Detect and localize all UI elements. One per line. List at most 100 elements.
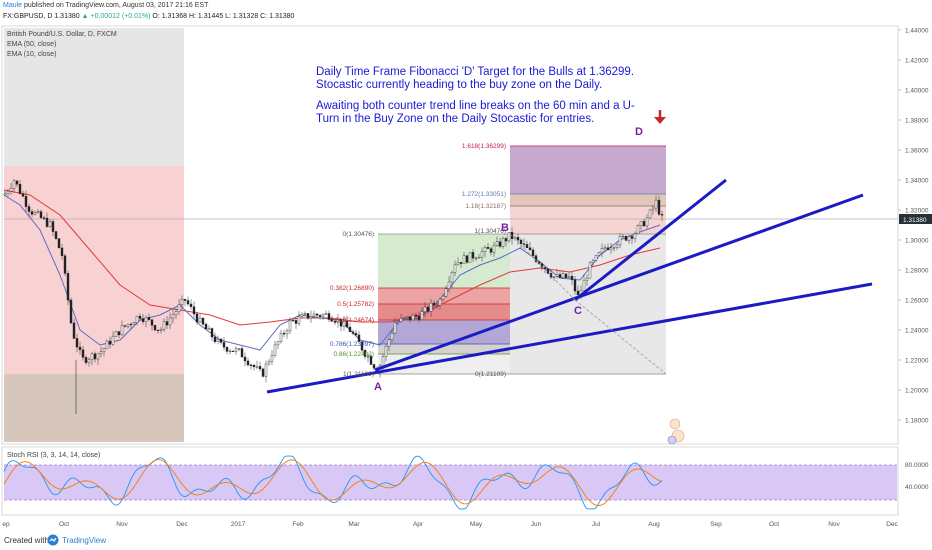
candle-body [351,331,355,334]
footer: Created with TradingView [0,532,932,550]
candle-body [633,233,637,239]
tradingview-brand[interactable]: TradingView [62,536,107,545]
candle-body [108,340,112,345]
candle-body [555,274,559,277]
candle-body [348,326,352,332]
stoch-tick-label: 80.0000 [905,462,929,469]
candle-body [588,262,592,279]
y-tick-label: 1.18000 [905,418,929,425]
fib-left-0: 0(1.30476) [343,231,374,238]
x-tick-label: Nov [828,521,840,528]
candle-body [48,221,52,227]
candle-body [69,299,73,324]
candle-body [489,248,493,253]
candle-body [399,317,403,322]
candle-body [189,303,193,307]
candle-body [492,245,496,253]
candle-body [336,319,340,323]
author-link[interactable]: Maule [3,2,23,9]
candle-body [495,241,499,246]
trendline-lower [266,282,873,394]
annotation-line-2: Stocastic currently heading to the buy z… [316,79,603,91]
candle-body [606,247,610,250]
y-tick-label: 1.34000 [905,178,929,185]
fib-right-1: 1(1.30476) [475,228,506,235]
fib-left-786: 0.786(1.23097) [330,341,374,348]
candle-body [63,255,67,274]
x-tick-label: 2017 [231,521,246,528]
instrument-label: British Pound/U.S. Dollar, D, FXCM [7,31,117,38]
stoch-pane-frame [1,446,899,516]
candle-body [174,311,178,315]
candle-body [138,315,142,319]
candle-body [87,359,91,363]
candle-body [258,366,262,370]
annotation-line-1: Daily Time Frame Fibonacci 'D' Target fo… [316,66,635,78]
candle-body [264,363,268,377]
ext-zone-tan [510,194,666,206]
y-axis: 1.44000 1.42000 1.40000 1.38000 1.36000 1.340… [898,28,929,425]
candle-body [564,273,568,278]
candle-body [276,341,280,346]
candle-body [21,193,25,197]
fib-zone-red-2 [378,304,510,320]
candle-body [300,314,304,318]
candle-body [213,336,217,342]
candle-body [363,350,367,357]
candle-body [117,331,121,336]
candle-body [393,322,397,334]
y-tick-label: 1.30000 [905,238,929,245]
earnings-icon[interactable] [667,418,685,445]
candle-body [372,364,376,369]
candle-body [15,180,19,185]
candle-body [291,320,295,322]
candle-body [576,290,580,295]
price-tag: 1.31380 [903,217,927,224]
annotation-line-4: Turn in the Buy Zone on the Daily Stocas… [316,113,595,125]
candle-body [27,206,31,212]
ema50-label[interactable]: EMA (50, close) [7,41,57,48]
fib-left-86: 0.86(1.22402) [334,351,374,358]
candle-body [618,236,622,246]
candle-body [111,336,115,345]
x-tick-label: Oct [59,521,69,528]
candle-body [381,356,385,366]
left-brown-zone [4,374,184,442]
ema10-label[interactable]: EMA (10, close) [7,51,57,58]
y-tick-label: 1.26000 [905,298,929,305]
stoch-tick-label: 40.0000 [905,484,929,491]
price-change: ▲ +0.00012 (+0.01%) [81,13,151,20]
candle-body [642,221,646,227]
candle-body [573,279,577,292]
fib-right-1272: 1.272(1.33051) [462,191,506,198]
x-tick-label: Mar [348,521,360,528]
candle-body [603,247,607,249]
candle-body [201,317,205,325]
candle-body [471,252,475,259]
candle-body [195,313,199,323]
candle-body [549,273,553,278]
candle-body [387,339,391,347]
candle-body [285,330,289,335]
candle-body [156,329,160,332]
y-tick-label: 1.28000 [905,268,929,275]
candle-body [102,348,106,352]
candle-body [333,320,337,323]
x-tick-label: Apr [413,521,424,528]
y-tick-label: 1.36000 [905,148,929,155]
down-arrow-icon [654,110,666,124]
candle-body [342,320,346,327]
candle-body [354,333,358,336]
candle-body [612,247,616,249]
stoch-label[interactable]: Stoch RSI (3, 3, 14, 14, close) [7,452,101,459]
candle-body [186,300,190,305]
candle-body [12,180,16,189]
candle-body [357,334,361,343]
candle-body [180,298,184,305]
candle-body [237,348,241,350]
candle-body [558,274,562,278]
candle-body [534,255,538,262]
candle-body [444,288,448,297]
candle-body [123,325,127,327]
